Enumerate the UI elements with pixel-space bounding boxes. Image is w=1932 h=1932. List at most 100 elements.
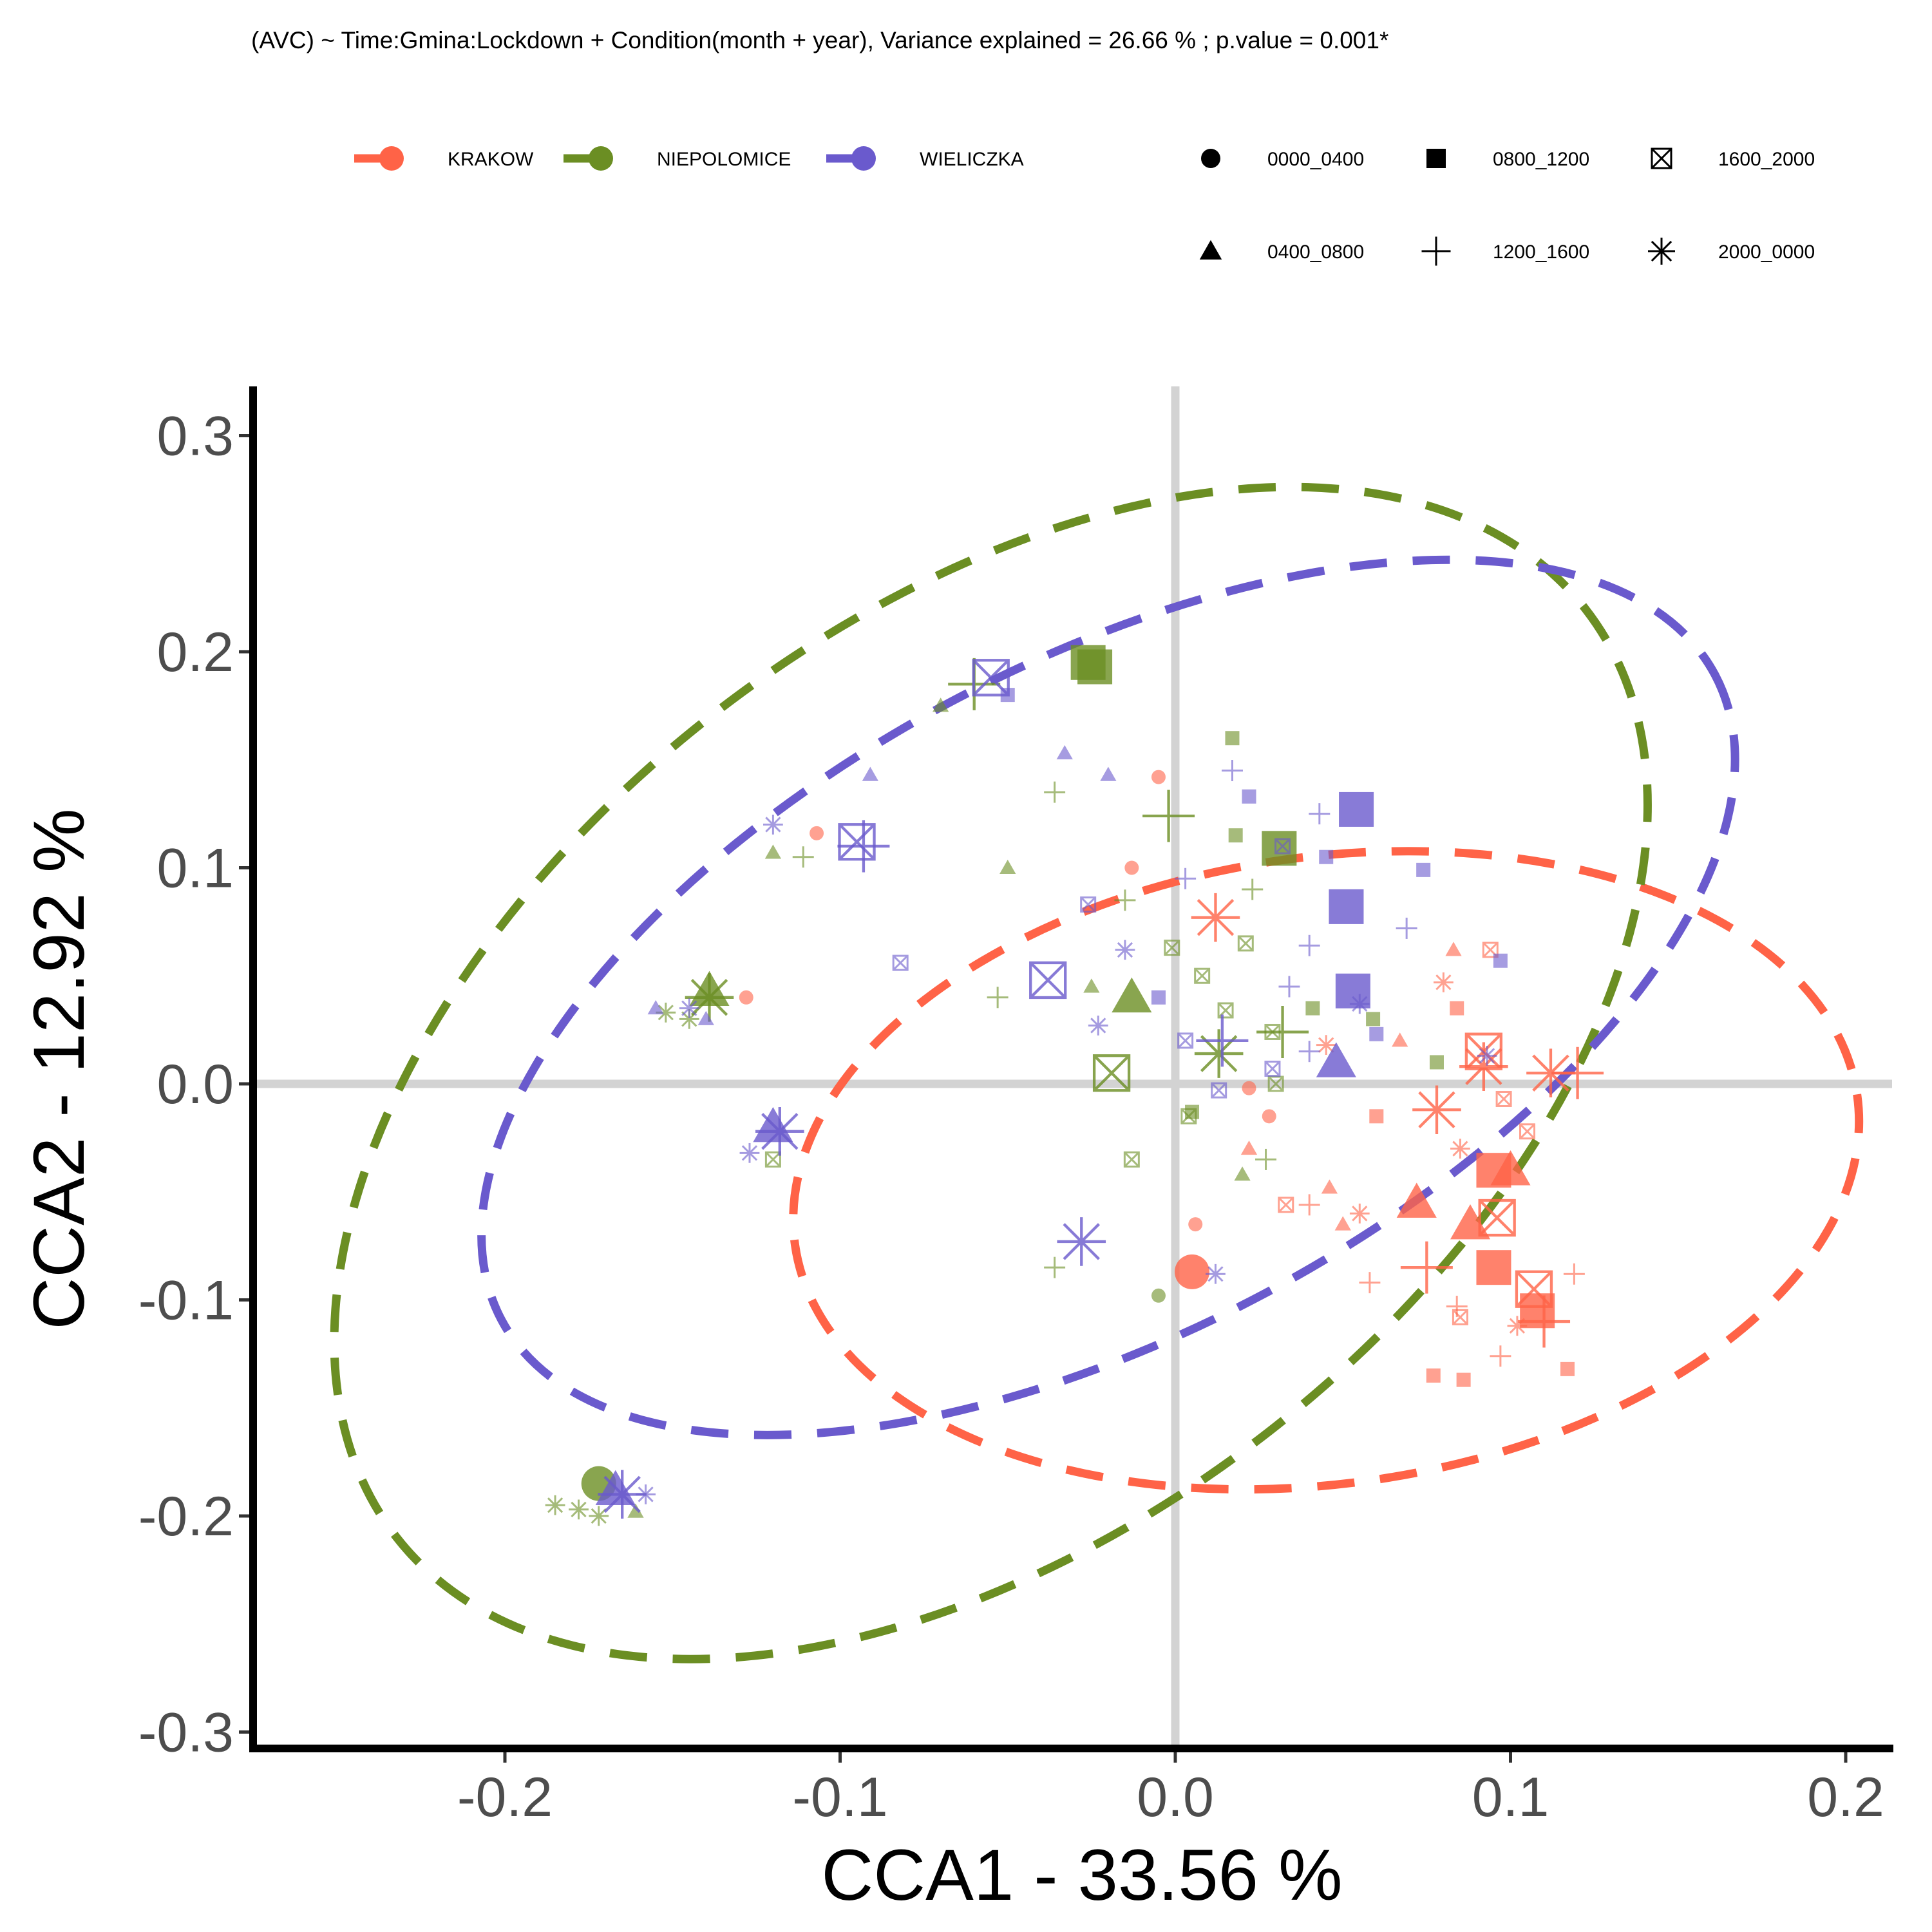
point-krakow-plus <box>1490 1345 1511 1367</box>
point-niepolomice-plus <box>1044 781 1066 803</box>
point-wieliczka-boxx <box>1264 1061 1281 1077</box>
point-niepolomice-boxx <box>1194 967 1211 984</box>
point-wieliczka-star <box>1349 994 1370 1014</box>
point-krakow-circle <box>810 826 824 840</box>
point-wieliczka-star <box>1088 1016 1108 1036</box>
point-niepolomice-star <box>589 1506 609 1526</box>
point-niepolomice-plus <box>987 987 1009 1009</box>
y-tick-label: 0.1 <box>156 838 234 900</box>
point-wieliczka-square <box>1335 973 1370 1009</box>
point-wieliczka-star <box>755 1107 804 1156</box>
point-niepolomice-boxx <box>1264 1023 1281 1040</box>
point-niepolomice-square <box>1077 649 1113 685</box>
legend-item-1600_2000: 1600_2000 <box>1651 147 1815 170</box>
point-krakow-star <box>1434 972 1454 992</box>
point-wieliczka-square <box>1319 849 1334 864</box>
point-wieliczka-star <box>1477 1045 1497 1066</box>
y-tick-label: -0.2 <box>138 1486 234 1548</box>
point-krakow-square <box>1369 1109 1384 1124</box>
legend-item-wieliczka: WIELICZKA <box>826 146 1024 171</box>
point-wieliczka-plus <box>1278 976 1300 998</box>
point-krakow-circle <box>739 990 753 1005</box>
point-niepolomice-plus <box>1142 790 1195 842</box>
point-niepolomice-square <box>1366 1012 1381 1027</box>
point-niepolomice-triangle <box>627 1503 644 1518</box>
point-krakow-square <box>1450 1001 1464 1016</box>
legend-triangle-key <box>1199 240 1222 260</box>
point-krakow-circle <box>1151 770 1166 784</box>
legend-dot-key <box>589 146 613 171</box>
point-wieliczka-boxx <box>1177 1032 1194 1049</box>
point-wieliczka-boxx <box>892 954 909 971</box>
point-niepolomice-plus <box>1255 1148 1277 1170</box>
point-wieliczka-boxx <box>972 659 1010 697</box>
y-tick-label: -0.3 <box>138 1702 234 1764</box>
point-niepolomice-boxx <box>1123 1151 1140 1168</box>
point-wieliczka-star <box>636 1484 656 1504</box>
point-niepolomice-square <box>1225 731 1240 746</box>
point-krakow-square <box>1560 1361 1575 1376</box>
point-wieliczka-plus <box>1298 934 1320 956</box>
point-krakow-star <box>1526 1048 1575 1098</box>
y-tick-label: -0.1 <box>138 1270 234 1332</box>
reference-lines <box>253 386 1892 1748</box>
point-niepolomice-boxx <box>1092 1054 1131 1092</box>
x-axis-title: CCA1 - 33.56 % <box>821 1835 1342 1915</box>
point-wieliczka-plus <box>1396 917 1417 939</box>
ellipse-niepolomice <box>330 482 1652 1663</box>
point-wieliczka-triangle <box>1316 1042 1356 1077</box>
legend-item-0000_0400: 0000_0400 <box>1201 149 1364 170</box>
point-krakow-boxx <box>1278 1197 1294 1213</box>
point-niepolomice-plus <box>1044 1256 1066 1278</box>
point-krakow-star <box>1316 1035 1336 1056</box>
point-krakow-triangle <box>1334 1216 1351 1231</box>
x-tick-label: 0.2 <box>1807 1766 1884 1828</box>
chart-title: (AVC) ~ Time:Gmina:Lockdown + Condition(… <box>251 27 1388 53</box>
point-niepolomice-triangle <box>999 859 1016 874</box>
x-tick-label: 0.1 <box>1472 1766 1549 1828</box>
point-krakow-square <box>1426 1368 1441 1383</box>
point-krakow-star <box>1191 893 1240 942</box>
y-axis-title: CCA2 - 12.92 % <box>19 808 99 1329</box>
point-wieliczka-triangle <box>1056 745 1073 760</box>
point-krakow-star <box>1450 1139 1470 1159</box>
point-krakow-triangle <box>1396 1182 1437 1218</box>
point-niepolomice-square <box>1305 1001 1320 1016</box>
point-wieliczka-plus <box>1175 867 1197 889</box>
ellipse-wieliczka <box>477 555 1739 1439</box>
legend-label: 1600_2000 <box>1718 149 1815 170</box>
point-niepolomice-star <box>685 973 734 1022</box>
point-krakow-star <box>1412 1085 1461 1135</box>
point-krakow-plus <box>1563 1263 1585 1285</box>
point-wieliczka-star <box>1206 1264 1226 1284</box>
point-krakow-triangle <box>1240 1141 1258 1155</box>
point-krakow-plus <box>1446 1296 1468 1318</box>
point-niepolomice-square <box>1429 1055 1444 1070</box>
point-wieliczka-boxx <box>838 823 876 861</box>
point-krakow-plus <box>1400 1241 1453 1294</box>
plot-panel: -0.2 -0.1 0.0 0.1 0.2 -0.3 -0.2 -0.1 0.0 0.1 0.2 0.… <box>138 386 1893 1828</box>
point-wieliczka-square <box>1339 791 1374 827</box>
legend-item-2000_0000: 2000_0000 <box>1648 238 1815 265</box>
point-krakow-boxx <box>1452 1309 1468 1325</box>
point-wieliczka-plus <box>837 820 890 873</box>
point-krakow-circle <box>1188 1217 1203 1232</box>
point-krakow-circle <box>1175 1254 1210 1289</box>
point-wieliczka-square <box>1000 688 1015 703</box>
legend-label: 2000_0000 <box>1718 242 1815 263</box>
point-krakow-star <box>1507 1316 1528 1336</box>
point-krakow-square <box>1456 1372 1471 1387</box>
confidence-ellipses <box>330 482 1864 1663</box>
point-niepolomice-star <box>1194 1029 1244 1078</box>
point-wieliczka-plus <box>1221 760 1243 782</box>
legend-item-0800_1200: 0800_1200 <box>1426 149 1589 170</box>
point-wieliczka-triangle <box>862 766 878 781</box>
point-niepolomice-star <box>545 1495 565 1515</box>
point-wieliczka-boxx <box>1274 838 1291 855</box>
point-niepolomice-plus <box>792 846 814 868</box>
point-krakow-circle <box>1124 860 1139 875</box>
point-wieliczka-plus <box>1196 1014 1249 1067</box>
legend-label: NIEPOLOMICE <box>657 149 791 170</box>
legend-label: 0800_1200 <box>1493 149 1589 170</box>
